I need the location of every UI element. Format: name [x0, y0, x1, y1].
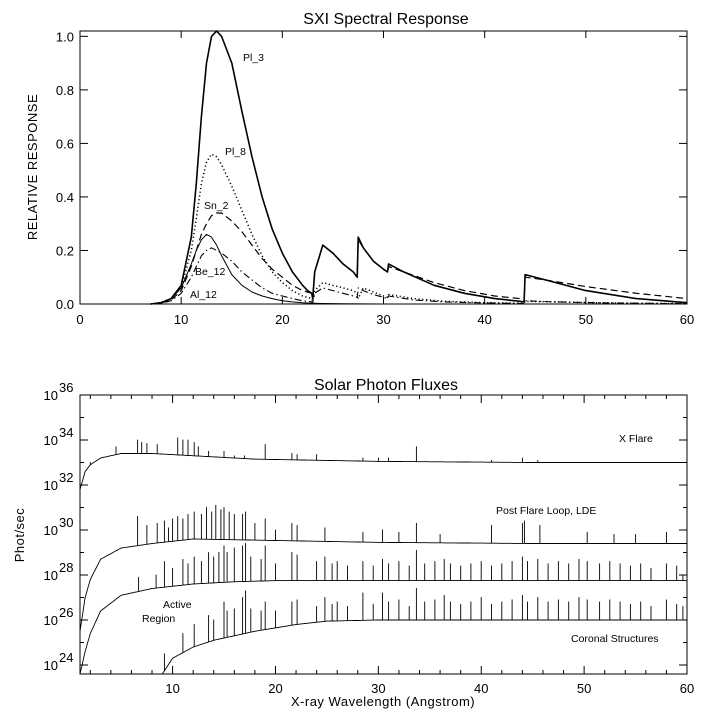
- spectral-curves: [150, 30, 688, 305]
- y-tick-exponent: 26: [59, 605, 73, 620]
- y-tick-exponent: 28: [59, 560, 73, 575]
- series-label-pl3: Pl_3: [243, 52, 264, 64]
- y-tick-label: 10: [44, 388, 58, 403]
- y-tick-label: 0.0: [56, 297, 74, 312]
- y-tick-label: 10: [44, 478, 58, 493]
- x-tick-label: 20: [275, 312, 289, 327]
- plot-frame: [79, 30, 688, 305]
- x-tick-label: 0: [76, 312, 83, 327]
- series-spectrum-post-flare-loop-lde: [80, 504, 687, 632]
- y-tick-exponent: 32: [59, 470, 73, 485]
- x-tick-label: 20: [268, 681, 282, 696]
- series-spectrum-active-region: [80, 543, 687, 674]
- x-tick-label: 10: [174, 312, 188, 327]
- series-label-coronal-structures: Coronal Structures: [571, 633, 659, 645]
- spectral-response-panel: SXI Spectral Response 0 10 20 30 40 50 60 0.0 0.…: [25, 11, 694, 327]
- series-label-al12: Al_12: [190, 289, 217, 301]
- series-label-post-flare-loop: Post Flare Loop, LDE: [496, 505, 596, 517]
- series-spectrum-coronal-structures: [161, 588, 687, 674]
- series-label-be12: Be_12: [195, 266, 226, 278]
- x-axis-label: X-ray Wavelength (Angstrom): [291, 694, 475, 709]
- spectral-axes: 0 10 20 30 40 50 60 0.0 0.2 0.4 0.6 0.8 1.0: [56, 29, 694, 327]
- x-tick-label: 50: [579, 312, 593, 327]
- x-tick-label: 40: [477, 312, 491, 327]
- y-tick-label: 10: [44, 658, 58, 673]
- x-tick-label: 10: [165, 681, 179, 696]
- x-tick-label: 30: [376, 312, 390, 327]
- x-tick-label: 30: [371, 681, 385, 696]
- y-tick-label: 10: [44, 613, 58, 628]
- active-label-line-1: Active: [163, 599, 192, 611]
- series-label-pl8: Pl_8: [225, 146, 246, 158]
- active-label-line-2: Region: [142, 613, 175, 625]
- series-line-pl-8: [150, 153, 688, 305]
- x-tick-label: 60: [680, 312, 694, 327]
- y-axis-label: Phot/sec: [12, 508, 27, 563]
- photon-flux-panel: Solar Photon Fluxes 10 20 30 40 50 6010241026…: [12, 377, 694, 709]
- y-tick-label: 0.8: [56, 83, 74, 98]
- y-tick-label: 10: [44, 433, 58, 448]
- series-line-be-12: [150, 247, 688, 305]
- y-tick-exponent: 34: [59, 425, 73, 440]
- x-tick-label: 40: [474, 681, 488, 696]
- series-label-active-region: Active Region: [142, 599, 192, 625]
- y-tick-label: 10: [44, 568, 58, 583]
- x-tick-label: 60: [680, 681, 694, 696]
- y-tick-exponent: 36: [59, 380, 73, 395]
- plot-frame: [79, 394, 688, 675]
- series-label-x-flare: X Flare: [619, 433, 653, 445]
- x-tick-label: 50: [577, 681, 591, 696]
- y-tick-label: 0.4: [56, 190, 74, 205]
- y-tick-label: 0.6: [56, 136, 74, 151]
- y-tick-label: 10: [44, 523, 58, 538]
- series-spectrum-x-flare: [80, 437, 687, 490]
- y-tick-label: 1.0: [56, 29, 74, 44]
- y-tick-exponent: 24: [59, 650, 73, 665]
- y-tick-label: 0.2: [56, 243, 74, 258]
- flux-spectra: [80, 437, 687, 674]
- series-label-sn2: Sn_2: [204, 200, 229, 212]
- y-axis-label: RELATIVE RESPONSE: [25, 94, 40, 240]
- series-line-pl-3: [150, 30, 688, 305]
- chart-title: SXI Spectral Response: [303, 11, 469, 28]
- series-line-sn-2: [150, 212, 688, 305]
- y-tick-exponent: 30: [59, 515, 73, 530]
- chart-title: Solar Photon Fluxes: [314, 377, 458, 394]
